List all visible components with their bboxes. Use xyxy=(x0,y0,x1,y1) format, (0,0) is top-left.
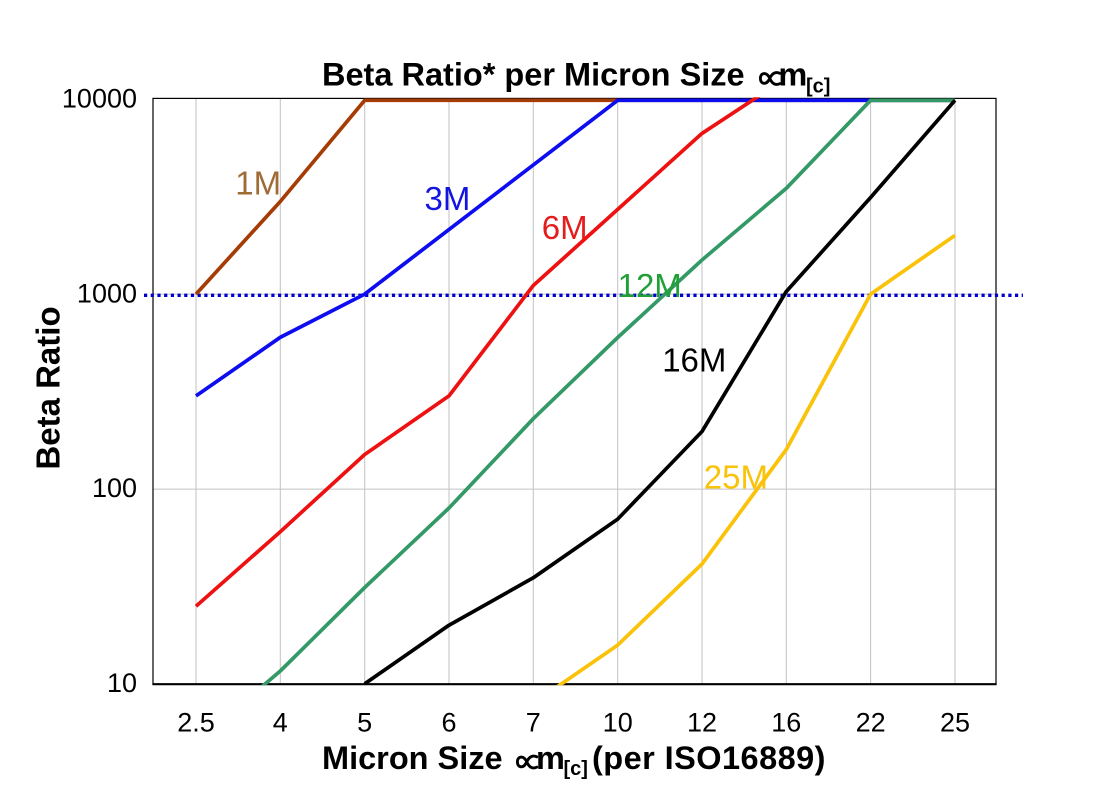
svg-text:100: 100 xyxy=(92,473,137,503)
svg-text:22: 22 xyxy=(856,708,886,738)
svg-text:(per ISO16889): (per ISO16889) xyxy=(592,740,826,776)
svg-text:Beta Ratio: Beta Ratio xyxy=(30,306,67,469)
svg-text:m: m xyxy=(778,57,807,93)
svg-text:[c]: [c] xyxy=(806,76,830,98)
svg-text:[c]: [c] xyxy=(564,758,588,780)
svg-text:25M: 25M xyxy=(704,459,768,496)
svg-text:6M: 6M xyxy=(542,209,588,246)
svg-text:12M: 12M xyxy=(618,267,682,304)
svg-text:Micron Size: Micron Size xyxy=(322,740,503,776)
svg-text:4: 4 xyxy=(273,708,288,738)
svg-text:3M: 3M xyxy=(425,180,471,217)
svg-text:12: 12 xyxy=(687,708,717,738)
svg-text:16M: 16M xyxy=(662,342,726,379)
svg-text:1M: 1M xyxy=(235,165,281,202)
svg-text:1000: 1000 xyxy=(77,279,137,309)
svg-text:10: 10 xyxy=(603,708,633,738)
svg-text:5: 5 xyxy=(357,708,372,738)
svg-text:6: 6 xyxy=(441,708,456,738)
svg-text:m: m xyxy=(536,740,565,776)
svg-text:2.5: 2.5 xyxy=(177,708,215,738)
svg-text:7: 7 xyxy=(526,708,541,738)
svg-text:10: 10 xyxy=(107,668,137,698)
svg-text:25: 25 xyxy=(940,708,970,738)
svg-text:Beta Ratio* per Micron Size: Beta Ratio* per Micron Size xyxy=(322,57,745,93)
svg-text:10000: 10000 xyxy=(62,84,137,114)
svg-text:16: 16 xyxy=(771,708,801,738)
